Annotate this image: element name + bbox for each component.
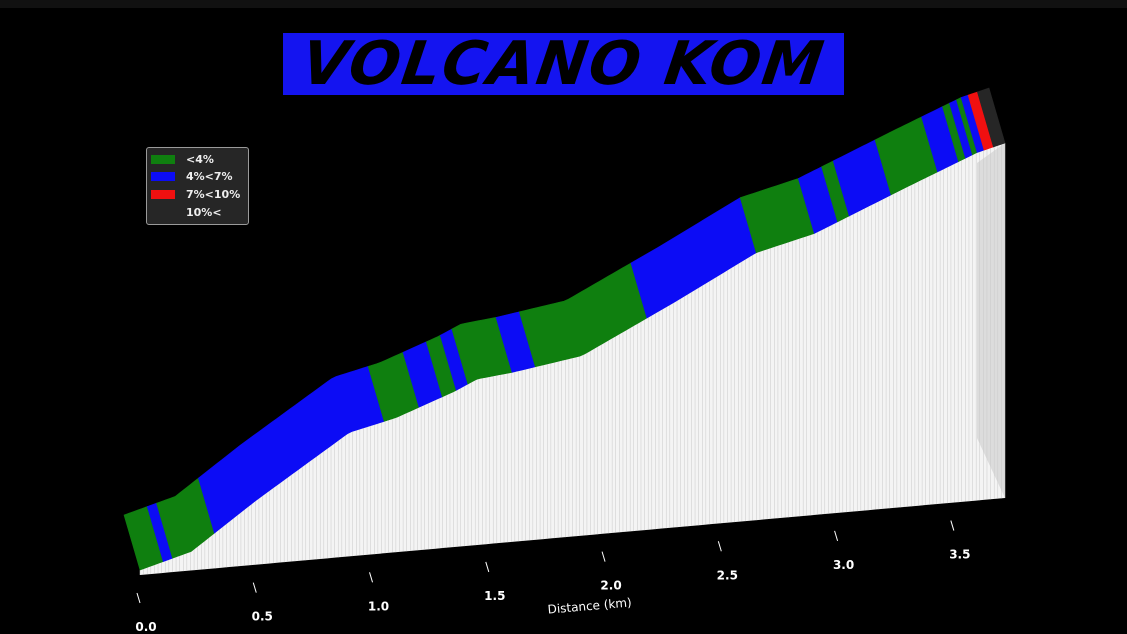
legend-label-steep: 7%<10% — [186, 187, 241, 201]
gradient-ribbon — [123, 87, 1006, 571]
x-tick-mark — [136, 592, 141, 604]
x-axis: 0.0 0.5 1.0 1.5 2.0 2.5 3.0 3.5 Distance (km) — [135, 520, 970, 634]
x-tick-label: 0.0 — [135, 620, 156, 634]
x-tick-label: 2.0 — [600, 579, 621, 593]
legend-swatch-very-steep — [151, 207, 175, 217]
legend-item-very-steep: 10%< — [151, 205, 222, 219]
legend: <4% 4%<7% 7%<10% 10%< — [146, 147, 249, 225]
x-tick-mark — [834, 530, 839, 542]
title-banner: VOLCANO KOM — [283, 29, 844, 99]
legend-label-medium: 4%<7% — [186, 169, 233, 183]
profile-wall-end — [977, 143, 1005, 498]
top-bar — [0, 0, 1127, 8]
x-tick-mark — [717, 541, 722, 552]
legend-item-medium: 4%<7% — [151, 169, 233, 183]
legend-label-very-steep: 10%< — [186, 205, 222, 219]
legend-item-low: <4% — [151, 152, 214, 166]
x-tick-mark — [485, 561, 490, 573]
x-axis-label: Distance (km) — [547, 595, 632, 616]
x-tick-label: 1.5 — [484, 589, 505, 603]
gradient-segment — [977, 87, 1006, 148]
legend-swatch-steep — [151, 189, 175, 199]
x-tick-mark — [601, 551, 606, 562]
legend-item-steep: 7%<10% — [151, 187, 240, 201]
x-tick-mark — [950, 520, 955, 531]
legend-swatch-low — [151, 154, 175, 164]
x-tick-label: 3.5 — [949, 548, 970, 562]
x-tick-label: 3.0 — [833, 558, 854, 572]
x-tick-mark — [369, 572, 374, 583]
x-tick-label: 2.5 — [717, 568, 738, 582]
profile-wall — [139, 143, 1006, 575]
legend-label-low: <4% — [186, 152, 214, 166]
x-tick-label: 1.0 — [368, 599, 389, 613]
x-tick-mark — [252, 582, 257, 593]
x-tick-label: 0.5 — [252, 610, 273, 624]
legend-swatch-medium — [151, 171, 175, 181]
